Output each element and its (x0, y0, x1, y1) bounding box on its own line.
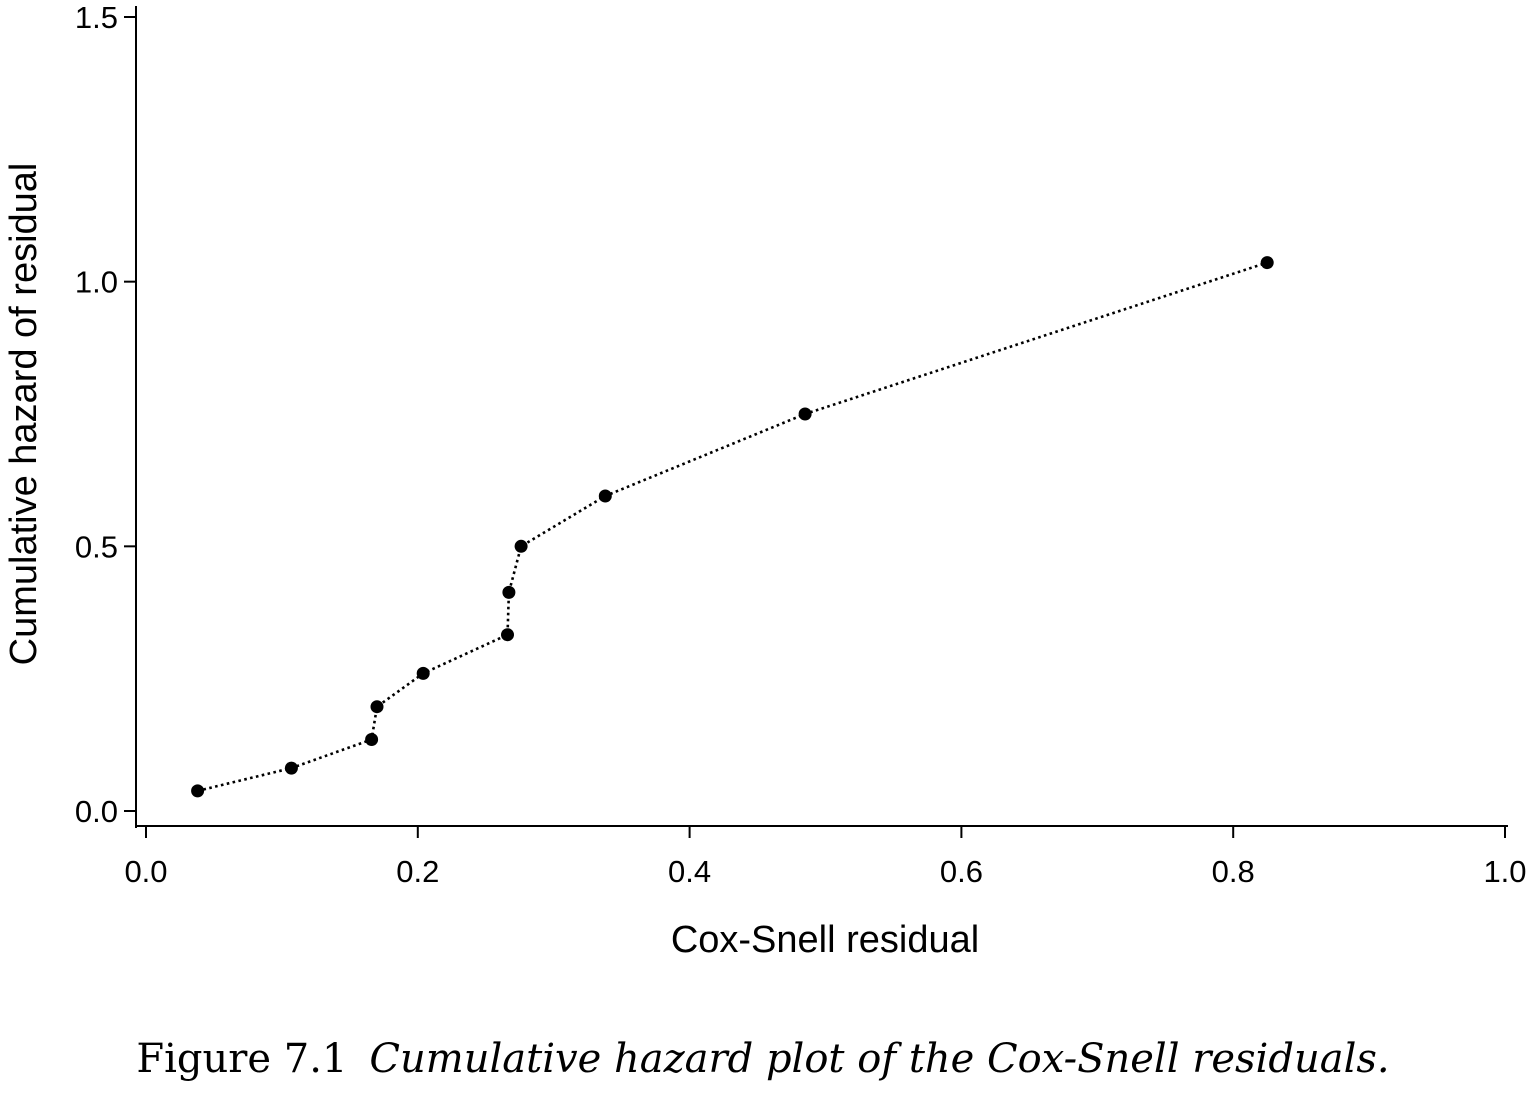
data-point (798, 407, 812, 421)
data-point (502, 585, 516, 599)
data-point (514, 539, 528, 553)
x-tick-label: 1.0 (1483, 854, 1526, 889)
chart: 0.0 0.2 0.4 0.6 0.8 1.0 0.0 0.5 1.0 1.5 Cox-Snel… (3, 0, 1526, 961)
data-point (365, 733, 379, 746)
data-points (191, 256, 1274, 798)
x-tick-label: 0.4 (668, 854, 711, 889)
data-point (284, 761, 298, 775)
x-ticks: 0.0 0.2 0.4 0.6 0.8 1.0 (124, 826, 1526, 889)
data-point (191, 784, 205, 798)
data-point (598, 489, 612, 503)
y-tick-label: 0.5 (75, 529, 118, 564)
y-axis-title: Cumulative hazard of residual (3, 163, 45, 666)
caption-text: Cumulative hazard plot of the Cox-Snell … (369, 1036, 1390, 1082)
y-tick-label: 0.0 (75, 794, 118, 829)
x-tick-label: 0.0 (124, 854, 167, 889)
caption-label: Figure 7.1 (136, 1036, 348, 1082)
y-ticks: 0.0 0.5 1.0 1.5 (75, 0, 136, 829)
x-tick-label: 0.8 (1212, 854, 1255, 889)
data-point (1260, 256, 1274, 270)
data-point (416, 666, 430, 680)
x-tick-label: 0.6 (940, 854, 983, 889)
figure-caption: Figure 7.1 Cumulative hazard plot of the … (0, 1036, 1526, 1082)
y-tick-label: 1.0 (75, 265, 118, 300)
y-tick-label: 1.5 (75, 0, 118, 35)
x-axis-title: Cox-Snell residual (671, 919, 979, 961)
series-line (197, 261, 1268, 793)
data-point (370, 700, 384, 714)
x-tick-label: 0.2 (396, 854, 439, 889)
data-point (501, 628, 514, 642)
